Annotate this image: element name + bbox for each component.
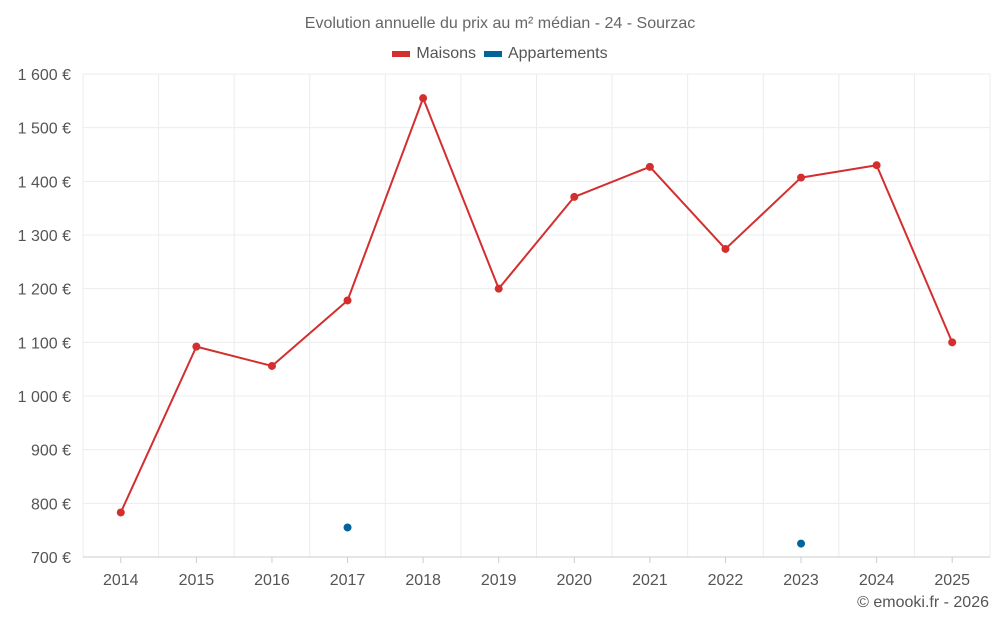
legend-swatch-maisons bbox=[392, 51, 411, 57]
data-point bbox=[494, 284, 503, 293]
x-tick-label: 2014 bbox=[103, 572, 139, 589]
data-point bbox=[721, 244, 730, 253]
y-tick-label: 1 500 € bbox=[18, 121, 71, 138]
data-series bbox=[116, 94, 957, 548]
legend-swatch-appartements bbox=[483, 51, 502, 57]
legend-item-appartements[interactable]: Appartements bbox=[483, 45, 608, 63]
legend: Maisons Appartements bbox=[0, 45, 1000, 63]
x-tick-label: 2018 bbox=[405, 572, 441, 589]
y-tick-label: 1 200 € bbox=[18, 282, 71, 299]
x-tick-label: 2021 bbox=[632, 572, 668, 589]
grid-lines bbox=[82, 73, 991, 557]
x-tick-label: 2020 bbox=[556, 572, 592, 589]
y-tick-label: 800 € bbox=[31, 496, 71, 513]
x-tick-label: 2015 bbox=[179, 572, 215, 589]
data-point bbox=[267, 361, 276, 370]
y-axis-ticks: 1 600 € 1 500 € 1 400 € 1 300 € 1 200 € 1 100… bbox=[18, 67, 71, 567]
data-point bbox=[797, 539, 806, 548]
legend-label-maisons: Maisons bbox=[416, 45, 476, 62]
credit-text: © emooki.fr - 2026 bbox=[857, 594, 989, 611]
x-tick-label: 2024 bbox=[859, 572, 895, 589]
chart-title: Evolution annuelle du prix au m² médian … bbox=[304, 15, 696, 32]
data-point bbox=[797, 173, 806, 182]
x-tick-label: 2022 bbox=[708, 572, 744, 589]
data-point bbox=[948, 338, 957, 347]
series-maisons bbox=[116, 94, 957, 517]
legend-item-maisons[interactable]: Maisons bbox=[392, 45, 476, 63]
x-tick-label: 2023 bbox=[783, 572, 819, 589]
x-axis-ticks: 2014 2015 2016 2017 2018 2019 2020 2021 2022 2023… bbox=[103, 557, 970, 589]
x-tick-label: 2019 bbox=[481, 572, 517, 589]
y-tick-label: 1 300 € bbox=[18, 228, 71, 245]
y-tick-label: 1 600 € bbox=[18, 67, 71, 84]
data-point bbox=[343, 296, 352, 305]
data-point bbox=[419, 94, 428, 103]
series-line bbox=[119, 97, 954, 513]
data-point bbox=[116, 508, 125, 517]
data-point bbox=[872, 161, 881, 170]
data-point bbox=[645, 162, 654, 171]
y-tick-label: 1 000 € bbox=[18, 389, 71, 406]
x-tick-label: 2016 bbox=[254, 572, 290, 589]
y-tick-label: 900 € bbox=[31, 443, 71, 460]
x-tick-label: 2017 bbox=[330, 572, 366, 589]
data-point bbox=[343, 523, 352, 532]
y-tick-label: 1 400 € bbox=[18, 174, 71, 191]
legend-label-appartements: Appartements bbox=[507, 45, 608, 62]
y-tick-label: 1 100 € bbox=[18, 335, 71, 352]
x-tick-label: 2025 bbox=[934, 572, 970, 589]
series-appartements bbox=[343, 523, 806, 548]
y-tick-label: 700 € bbox=[31, 550, 71, 567]
data-point bbox=[570, 192, 579, 201]
data-point bbox=[192, 342, 201, 351]
